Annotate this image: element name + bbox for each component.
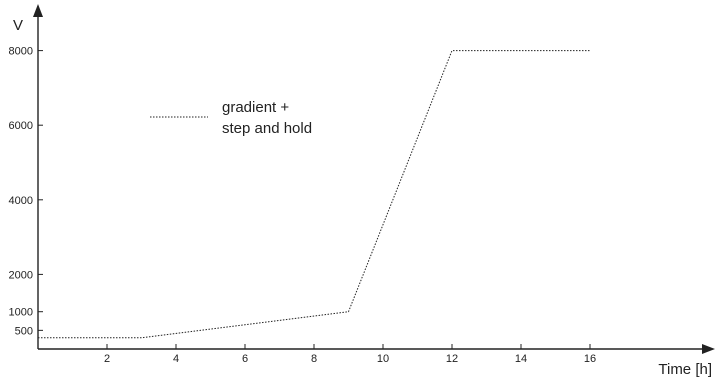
y-ticks: 500 1000 2000 4000 6000 8000 <box>9 46 43 337</box>
y-tick-label-6000: 6000 <box>9 120 33 132</box>
legend-label-line-1: gradient + <box>222 99 289 116</box>
x-tick-label-10: 10 <box>377 353 389 365</box>
x-axis-arrow <box>702 344 715 354</box>
y-axis-arrow <box>33 4 43 17</box>
x-tick-label-8: 8 <box>311 353 317 365</box>
legend: gradient + step and hold <box>150 99 312 137</box>
y-tick-label-1000: 1000 <box>9 307 33 319</box>
legend-label-line-2: step and hold <box>222 120 312 137</box>
x-tick-label-6: 6 <box>242 353 248 365</box>
x-axis-label: Time [h] <box>658 361 712 378</box>
x-tick-label-12: 12 <box>446 353 458 365</box>
x-tick-label-16: 16 <box>584 353 596 365</box>
chart-axes <box>33 4 715 354</box>
series-group <box>38 50 590 339</box>
x-tick-label-14: 14 <box>515 353 527 365</box>
y-tick-label-4000: 4000 <box>9 195 33 207</box>
y-tick-label-8000: 8000 <box>9 46 33 58</box>
x-ticks: 2 4 6 8 10 12 14 16 <box>104 344 596 365</box>
y-tick-label-500: 500 <box>15 325 33 337</box>
y-axis-label: V <box>13 17 23 34</box>
series-line-0 <box>38 50 590 339</box>
x-tick-label-2: 2 <box>104 353 110 365</box>
y-tick-label-2000: 2000 <box>9 269 33 281</box>
x-tick-label-4: 4 <box>173 353 179 365</box>
